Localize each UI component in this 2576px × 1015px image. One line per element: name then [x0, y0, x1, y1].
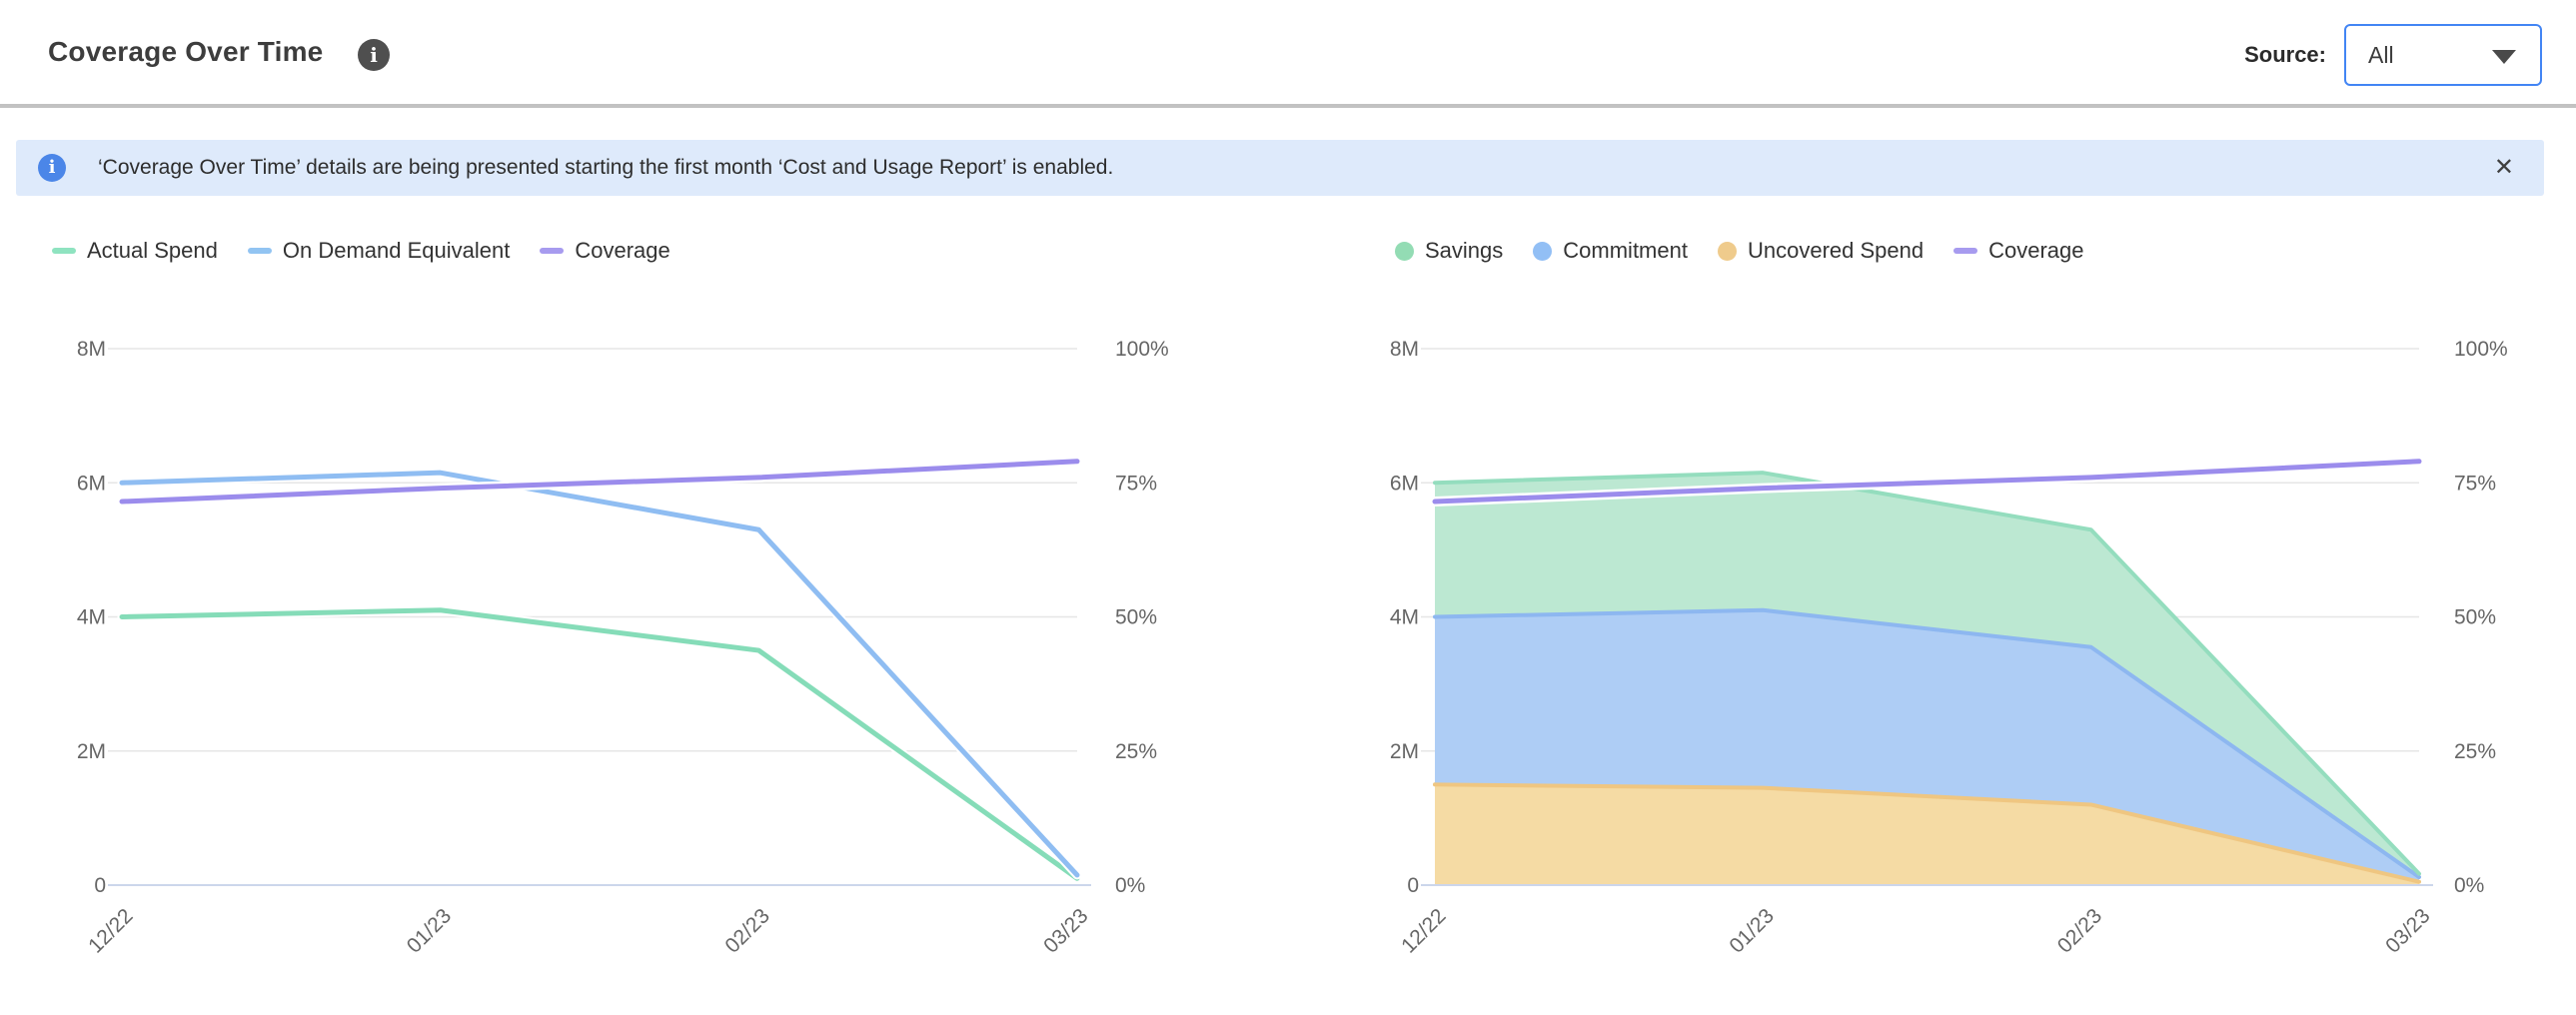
legend-item-savings[interactable]: Savings: [1395, 238, 1503, 264]
svg-text:03/23: 03/23: [1039, 904, 1092, 957]
title-info-icon[interactable]: i: [358, 39, 390, 71]
coverage-stacked-area-chart[interactable]: 8M 100% 6M 75% 4M 50% 2M 25% 0 0% 12/22 01/23 02/23 0…: [1329, 320, 2576, 1009]
header-divider: [0, 104, 2576, 108]
svg-text:75%: 75%: [1115, 472, 1157, 495]
legend-label: Coverage: [1988, 238, 2084, 263]
svg-text:0%: 0%: [2454, 874, 2484, 897]
legend-item-coverage[interactable]: Coverage: [1953, 238, 2083, 264]
svg-text:75%: 75%: [2454, 472, 2496, 495]
source-label: Source:: [2244, 42, 2326, 67]
svg-text:03/23: 03/23: [2381, 904, 2434, 957]
legend-line-swatch: [1953, 248, 1978, 254]
svg-text:12/22: 12/22: [1397, 904, 1450, 957]
coverage-line-chart[interactable]: 8M 100% 6M 75% 4M 50% 2M 25% 0 0% 12/22 01/23 02/23 0…: [16, 320, 1255, 1009]
svg-text:25%: 25%: [2454, 740, 2496, 763]
legend-label: Actual Spend: [87, 238, 218, 263]
svg-text:50%: 50%: [2454, 606, 2496, 629]
svg-text:8M: 8M: [1390, 338, 1419, 361]
svg-text:4M: 4M: [1390, 606, 1419, 629]
svg-text:01/23: 01/23: [1725, 904, 1778, 957]
area-chart-legend: Savings Commitment Uncovered Spend Coverage: [1395, 238, 2083, 264]
svg-text:01/23: 01/23: [403, 904, 456, 957]
legend-label: Coverage: [575, 238, 670, 263]
legend-circle-swatch: [1717, 241, 1737, 261]
svg-text:02/23: 02/23: [2053, 904, 2106, 957]
legend-label: On Demand Equivalent: [282, 238, 511, 263]
svg-text:8M: 8M: [77, 338, 106, 361]
legend-circle-swatch: [1395, 241, 1414, 261]
svg-text:4M: 4M: [77, 606, 106, 629]
legend-item-uncovered-spend[interactable]: Uncovered Spend: [1717, 238, 1925, 264]
info-banner: i ‘Coverage Over Time’ details are being…: [16, 140, 2544, 196]
svg-text:100%: 100%: [2454, 338, 2508, 361]
svg-text:12/22: 12/22: [84, 904, 137, 957]
legend-item-coverage[interactable]: Coverage: [540, 238, 670, 264]
source-dropdown-value: All: [2368, 42, 2394, 68]
page-title: Coverage Over Time: [48, 36, 324, 67]
legend-line-swatch: [247, 248, 272, 254]
chevron-down-icon: [2492, 50, 2516, 64]
source-dropdown[interactable]: All: [2344, 24, 2542, 86]
svg-text:0: 0: [1407, 874, 1419, 897]
svg-text:0: 0: [94, 874, 106, 897]
info-icon: i: [38, 154, 66, 182]
legend-item-on-demand-equivalent[interactable]: On Demand Equivalent: [247, 238, 511, 264]
banner-message: ‘Coverage Over Time’ details are being p…: [98, 156, 1114, 179]
legend-circle-swatch: [1533, 241, 1553, 261]
svg-text:2M: 2M: [1390, 740, 1419, 763]
svg-text:0%: 0%: [1115, 874, 1145, 897]
legend-item-actual-spend[interactable]: Actual Spend: [52, 238, 218, 264]
legend-label: Savings: [1425, 238, 1504, 263]
svg-text:100%: 100%: [1115, 338, 1169, 361]
svg-text:6M: 6M: [1390, 472, 1419, 495]
legend-label: Uncovered Spend: [1747, 238, 1925, 263]
svg-text:02/23: 02/23: [720, 904, 773, 957]
legend-line-swatch: [540, 248, 565, 254]
legend-label: Commitment: [1563, 238, 1688, 263]
legend-item-commitment[interactable]: Commitment: [1533, 238, 1688, 264]
svg-text:25%: 25%: [1115, 740, 1157, 763]
svg-text:50%: 50%: [1115, 606, 1157, 629]
legend-line-swatch: [52, 248, 76, 254]
close-icon[interactable]: ✕: [2493, 154, 2514, 181]
panel-header: Coverage Over Time i Source: All: [0, 0, 2576, 108]
line-chart-legend: Actual Spend On Demand Equivalent Coverage: [52, 238, 670, 264]
svg-text:2M: 2M: [77, 740, 106, 763]
svg-text:6M: 6M: [77, 472, 106, 495]
